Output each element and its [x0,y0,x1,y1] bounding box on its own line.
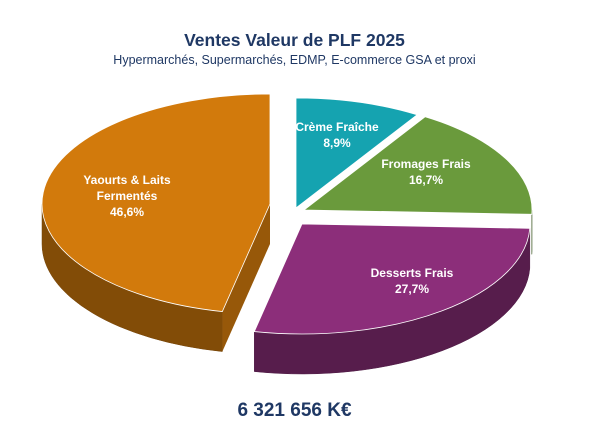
slice-label-3: Yaourts & Laits Fermentés 46,6% [83,173,171,219]
total-sales-value: 6 321 656 K€ [237,400,352,421]
slice-label-0: Crème Fraîche 8,9% [295,120,379,150]
slice-label-2: Desserts Frais 27,7% [371,266,454,296]
chart-subtitle: Hypermarchés, Supermarchés, EDMP, E-comm… [113,53,476,67]
pie-slice-2 [253,223,531,335]
chart-title: Ventes Valeur de PLF 2025 [184,30,405,50]
slice-wall-3 [222,204,270,352]
pie-slice-1 [302,116,533,215]
pie-slice-0 [295,97,418,209]
slice-label-1: Fromages Frais 16,7% [381,157,471,187]
pie-slice-3 [41,93,271,312]
